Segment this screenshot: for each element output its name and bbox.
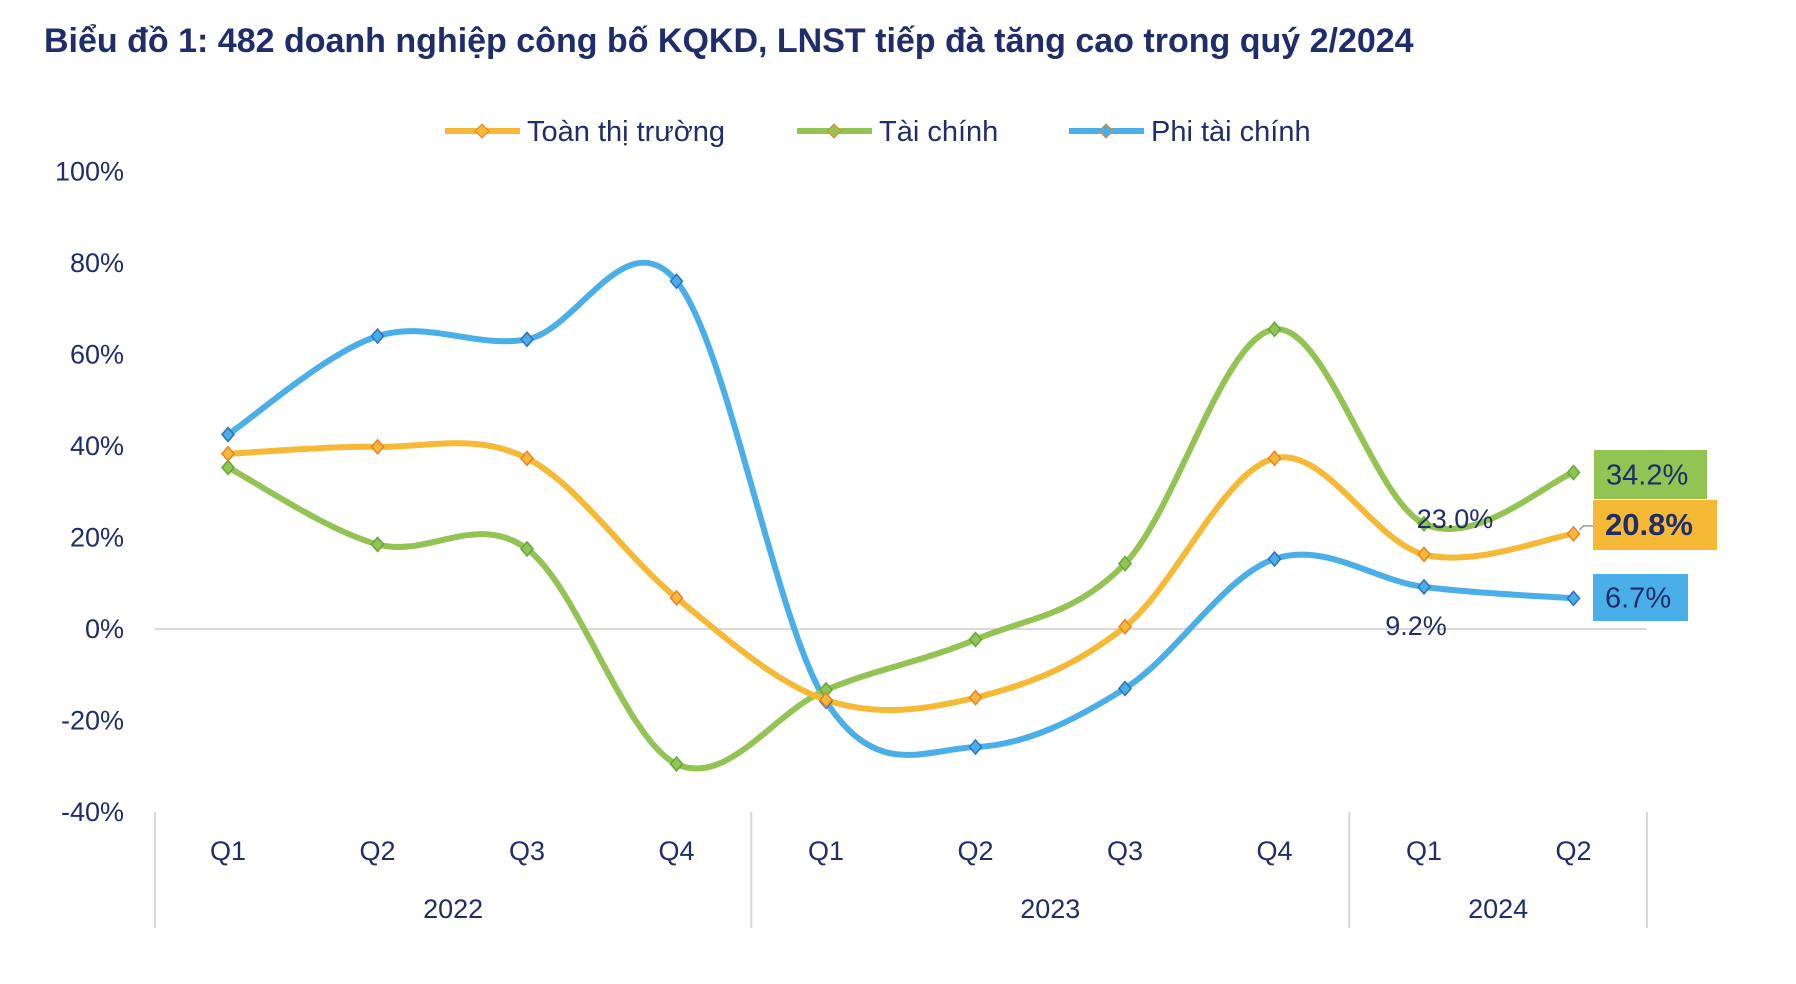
leader-line bbox=[1578, 525, 1593, 531]
data-point-marker bbox=[669, 589, 684, 607]
data-label: 20.8% bbox=[1605, 507, 1693, 542]
x-tick-label: Q1 bbox=[1406, 836, 1442, 866]
x-group-label: 2024 bbox=[1468, 894, 1528, 924]
y-tick-label: 40% bbox=[70, 431, 124, 461]
series-line bbox=[225, 326, 1577, 772]
x-group-label: 2022 bbox=[423, 894, 483, 924]
data-label-box bbox=[1593, 574, 1688, 621]
data-point-marker bbox=[520, 450, 534, 467]
data-label: 6.7% bbox=[1605, 583, 1671, 615]
x-tick-label: Q1 bbox=[210, 836, 246, 866]
data-point-marker bbox=[1566, 525, 1581, 542]
data-point-marker bbox=[221, 426, 235, 443]
data-point-marker bbox=[1118, 555, 1132, 572]
x-tick-label: Q3 bbox=[509, 836, 545, 866]
y-tick-label: -20% bbox=[61, 706, 124, 736]
y-tick-label: 0% bbox=[85, 614, 124, 644]
data-point-marker bbox=[370, 438, 385, 456]
y-tick-label: 80% bbox=[70, 248, 124, 278]
legend-marker-diamond-icon bbox=[826, 123, 842, 139]
legend-marker-diamond-icon bbox=[1098, 123, 1114, 139]
data-point-marker bbox=[221, 445, 235, 462]
x-tick-label: Q2 bbox=[957, 836, 993, 866]
data-point-marker bbox=[520, 540, 534, 558]
data-label: 23.0% bbox=[1417, 504, 1494, 534]
data-point-marker bbox=[1417, 515, 1431, 532]
data-point-marker bbox=[221, 459, 235, 476]
data-point-marker bbox=[370, 327, 385, 345]
data-point-marker bbox=[1267, 321, 1282, 338]
data-point-marker bbox=[819, 691, 833, 709]
x-tick-label: Q2 bbox=[1555, 836, 1591, 866]
chart-title: Biểu đồ 1: 482 doanh nghiệp công bố KQKD… bbox=[44, 22, 1414, 60]
data-label-box bbox=[1593, 500, 1717, 550]
data-point-marker bbox=[1118, 680, 1132, 697]
y-tick-label: 20% bbox=[70, 522, 124, 552]
data-point-marker bbox=[968, 689, 983, 706]
y-tick-label: 60% bbox=[70, 339, 124, 369]
data-point-marker bbox=[1417, 546, 1431, 563]
series-line bbox=[225, 259, 1577, 758]
x-tick-label: Q1 bbox=[808, 836, 844, 866]
data-point-marker bbox=[1267, 450, 1282, 467]
y-tick-label: 100% bbox=[55, 156, 124, 186]
data-point-marker bbox=[520, 331, 534, 348]
x-tick-label: Q2 bbox=[359, 836, 395, 866]
data-point-marker bbox=[370, 536, 385, 553]
legend-marker-diamond-icon bbox=[474, 123, 490, 139]
legend-label: Toàn thị trường bbox=[527, 116, 725, 148]
data-point-marker bbox=[1267, 550, 1282, 568]
data-label: 9.2% bbox=[1385, 611, 1447, 641]
data-point-marker bbox=[669, 755, 684, 773]
data-label: 34.2% bbox=[1606, 460, 1688, 492]
data-point-marker bbox=[1417, 578, 1431, 596]
data-point-marker bbox=[968, 631, 983, 648]
data-point-marker bbox=[1566, 590, 1581, 607]
data-point-marker bbox=[1118, 618, 1132, 635]
legend-label: Tài chính bbox=[879, 116, 998, 148]
data-point-marker bbox=[669, 273, 684, 290]
legend-label: Phi tài chính bbox=[1151, 116, 1311, 148]
x-group-label: 2023 bbox=[1020, 894, 1080, 924]
x-tick-label: Q4 bbox=[1256, 836, 1292, 866]
x-tick-label: Q3 bbox=[1107, 836, 1143, 866]
data-label-box bbox=[1594, 450, 1707, 499]
data-point-marker bbox=[1566, 464, 1581, 481]
y-tick-label: -40% bbox=[61, 797, 124, 827]
data-point-marker bbox=[968, 738, 983, 756]
x-tick-label: Q4 bbox=[658, 836, 694, 866]
series-line bbox=[225, 440, 1577, 714]
